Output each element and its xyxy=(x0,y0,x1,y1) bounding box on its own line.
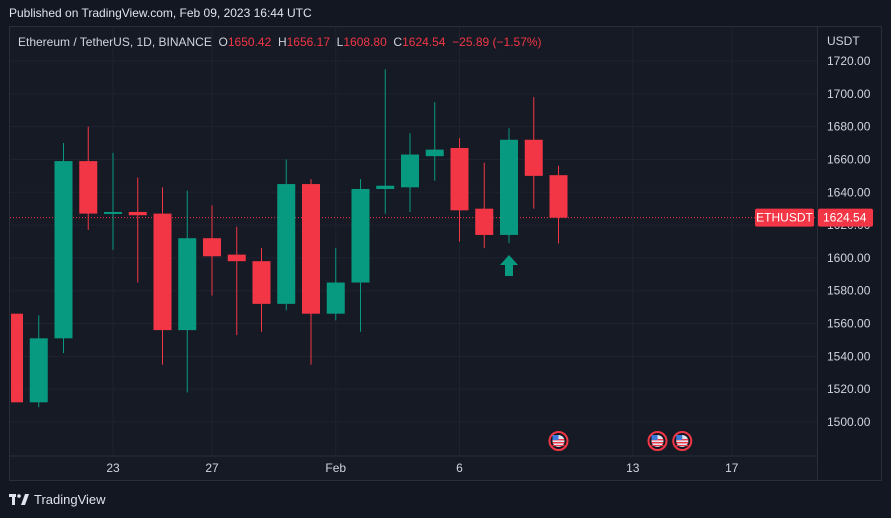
us-flag-part xyxy=(552,442,565,444)
candle-body xyxy=(401,154,419,188)
y-tick-label: 1500.00 xyxy=(827,415,871,429)
candle-body xyxy=(252,261,271,304)
x-tick-label: 23 xyxy=(106,461,120,475)
candle-body xyxy=(79,161,98,214)
footer-brand-text: TradingView xyxy=(34,492,106,507)
candle-body xyxy=(54,161,73,339)
last-price-badge-label: 1624.54 xyxy=(823,211,867,225)
price-axis-currency: USDT xyxy=(827,34,860,48)
y-tick-label: 1720.00 xyxy=(827,54,871,68)
symbol-badge-label: ETHUSDT xyxy=(756,211,813,225)
candle-body xyxy=(277,184,296,304)
us-flag-part xyxy=(552,435,559,440)
x-tick-label: 17 xyxy=(725,461,739,475)
legend-close-value: 1624.54 xyxy=(402,35,446,49)
y-tick-label: 1640.00 xyxy=(827,185,871,199)
us-flag-part xyxy=(552,445,565,447)
candle-body xyxy=(302,184,320,314)
last-price-badge-bg xyxy=(818,208,873,227)
price-axis-pane[interactable] xyxy=(818,26,882,481)
y-tick-label: 1600.00 xyxy=(827,251,871,265)
legend-high-label: H xyxy=(277,35,287,49)
published-header: Published on TradingView.com, Feb 09, 20… xyxy=(9,6,312,20)
us-flag-part xyxy=(676,445,689,447)
candle-body xyxy=(549,175,568,218)
candle-body xyxy=(104,211,122,214)
legend-open-label: O xyxy=(218,35,228,49)
x-tick-label: 6 xyxy=(456,461,463,475)
candle-body xyxy=(475,208,494,235)
tradingview-logo-icon xyxy=(9,493,29,505)
candle-body xyxy=(203,238,221,257)
candle-body xyxy=(11,313,23,403)
candle-body xyxy=(29,338,48,403)
up-arrow-icon xyxy=(500,255,518,276)
y-tick-label: 1700.00 xyxy=(827,87,871,101)
us-flag-part xyxy=(651,442,664,444)
candle-body xyxy=(351,188,370,283)
candle-body xyxy=(227,254,246,262)
y-tick-label: 1660.00 xyxy=(827,152,871,166)
us-flag-part xyxy=(676,435,683,440)
candle-body xyxy=(500,139,518,235)
us-flag-event-icon[interactable] xyxy=(647,431,668,451)
x-tick-label: 13 xyxy=(626,461,640,475)
symbol-badge-bg xyxy=(755,208,814,227)
x-tick-label: Feb xyxy=(325,461,346,475)
legend-symbol[interactable]: Ethereum / TetherUS, 1D, BINANCE xyxy=(18,35,212,49)
y-tick-label: 1560.00 xyxy=(827,317,871,331)
us-flag-part xyxy=(651,435,658,440)
candle-body xyxy=(153,213,172,331)
candle-body xyxy=(326,282,345,314)
y-tick-label: 1540.00 xyxy=(827,349,871,363)
us-flag-part xyxy=(676,442,689,444)
y-tick-label: 1520.00 xyxy=(827,382,871,396)
x-tick-label: 27 xyxy=(205,461,219,475)
legend-change-value: −25.89 (−1.57%) xyxy=(452,35,542,49)
y-tick-label: 1580.00 xyxy=(827,284,871,298)
y-tick-label: 1680.00 xyxy=(827,120,871,134)
us-flag-event-icon[interactable] xyxy=(672,431,693,451)
legend-low-label: L xyxy=(336,35,344,49)
chart-legend: Ethereum / TetherUS, 1D, BINANCE O1650.4… xyxy=(18,35,542,49)
up-arrow-shape xyxy=(500,255,518,276)
us-flag-part xyxy=(651,445,664,447)
legend-high-value: 1656.17 xyxy=(286,35,330,49)
us-flag-event-icon[interactable] xyxy=(548,431,569,451)
legend-low-value: 1608.80 xyxy=(343,35,387,49)
candle-body xyxy=(425,149,444,157)
candle-body xyxy=(376,185,395,189)
legend-close-label: C xyxy=(393,35,403,49)
candle-body xyxy=(524,139,543,176)
candle-body xyxy=(450,147,469,211)
legend-open-value: 1650.42 xyxy=(227,35,272,49)
chart-pane[interactable] xyxy=(9,26,818,481)
candle-body xyxy=(128,211,147,216)
candle-body xyxy=(178,238,197,331)
footer-branding: TradingView xyxy=(9,492,106,507)
